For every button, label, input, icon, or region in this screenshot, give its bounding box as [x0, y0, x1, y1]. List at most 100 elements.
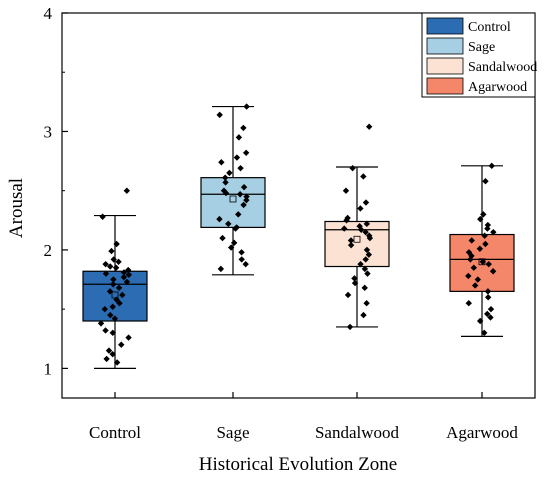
data-point	[112, 264, 120, 271]
data-point	[474, 276, 482, 283]
data-point	[102, 260, 109, 268]
data-point	[232, 225, 239, 232]
data-point	[119, 291, 126, 299]
data-point	[217, 265, 225, 273]
data-point	[240, 183, 248, 191]
data-point	[357, 260, 364, 268]
data-point	[360, 311, 367, 319]
data-point	[230, 239, 238, 247]
data-point	[361, 284, 368, 292]
iqr-box	[200, 177, 266, 229]
data-point	[115, 284, 123, 292]
data-point	[118, 341, 125, 348]
data-point	[225, 220, 232, 228]
data-point	[226, 169, 233, 177]
x-tick-label: Sandalwood	[315, 423, 400, 442]
data-point	[120, 273, 128, 281]
data-point	[489, 268, 497, 275]
y-tick-label: 3	[44, 122, 53, 141]
data-point	[465, 272, 472, 280]
legend-label-agarwood: Agarwood	[468, 80, 527, 95]
legend-label-sage: Sage	[468, 40, 495, 55]
box-group-agarwood	[449, 162, 515, 337]
data-point	[476, 317, 484, 325]
data-point	[97, 320, 105, 327]
data-point	[357, 205, 364, 212]
data-point	[363, 220, 371, 228]
data-point	[342, 187, 350, 194]
legend: Control Sage Sandalwood Agarwood	[421, 12, 537, 98]
data-point	[487, 305, 495, 313]
data-point	[346, 323, 354, 331]
data-point	[216, 215, 223, 223]
data-point	[351, 279, 359, 287]
data-point	[113, 359, 121, 366]
y-tick-label: 1	[44, 359, 53, 378]
data-point	[240, 201, 247, 209]
mean-marker	[229, 195, 237, 203]
y-axis-label: Arousal	[6, 178, 27, 238]
data-point	[99, 213, 106, 220]
box-group-sage	[200, 103, 266, 276]
data-point	[113, 240, 120, 248]
data-point	[484, 310, 491, 318]
legend-swatch-agarwood	[426, 77, 464, 95]
mean-marker	[353, 235, 361, 243]
data-point	[484, 288, 492, 295]
data-point	[221, 174, 229, 181]
data-point	[111, 315, 119, 322]
data-point	[238, 249, 245, 256]
data-point	[481, 329, 488, 337]
data-point	[485, 260, 492, 268]
legend-swatch-sandalwood	[426, 57, 464, 75]
data-point	[362, 256, 369, 263]
data-point	[222, 179, 229, 186]
data-point	[467, 256, 474, 263]
data-point	[218, 159, 225, 166]
data-point	[101, 305, 109, 313]
data-point	[109, 350, 116, 358]
data-point	[242, 260, 249, 268]
data-point	[219, 234, 226, 242]
data-point	[237, 164, 244, 172]
data-point	[344, 291, 352, 299]
data-point	[364, 270, 371, 277]
data-point	[243, 196, 250, 204]
data-point	[484, 225, 491, 232]
data-point	[108, 247, 115, 255]
data-point	[349, 164, 356, 172]
x-tick-label: Agarwood	[446, 423, 518, 442]
data-point	[242, 149, 250, 156]
data-point	[109, 281, 117, 288]
x-axis: Control Sage Sandalwood Agarwood	[89, 392, 518, 442]
data-point	[365, 123, 373, 130]
data-point	[358, 226, 365, 233]
data-point	[482, 240, 489, 248]
plot-frame	[61, 12, 536, 399]
data-point	[110, 256, 117, 263]
data-point	[105, 347, 113, 354]
iqr-box	[324, 220, 390, 268]
data-point	[482, 178, 489, 185]
box-group-control	[82, 187, 148, 369]
data-point	[366, 234, 374, 242]
data-point	[488, 162, 495, 170]
x-tick-label: Sage	[216, 423, 249, 442]
data-point	[480, 211, 487, 218]
data-point	[235, 134, 243, 141]
data-point	[341, 225, 348, 232]
data-point	[123, 278, 131, 286]
data-point	[233, 154, 241, 161]
data-point	[363, 246, 371, 254]
data-point	[107, 263, 114, 270]
data-point	[116, 300, 123, 307]
legend-swatch-sage	[426, 37, 464, 55]
mean-marker	[111, 291, 119, 299]
data-point	[468, 237, 475, 244]
data-point	[476, 245, 484, 252]
y-axis: 1 2 3 4	[44, 4, 68, 378]
data-point	[115, 258, 122, 265]
data-point	[125, 266, 132, 274]
data-point	[125, 271, 133, 278]
